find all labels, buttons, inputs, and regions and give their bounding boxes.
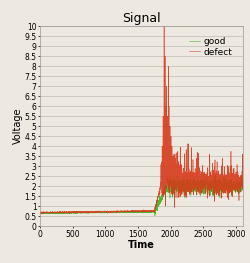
good <box>102 211 105 214</box>
Line: good: good <box>40 175 242 216</box>
defect <box>241 187 244 190</box>
defect <box>162 25 166 28</box>
good <box>222 185 225 188</box>
Legend: good, defect: good, defect <box>190 37 232 57</box>
Line: defect: defect <box>40 26 242 213</box>
good <box>170 189 172 192</box>
good <box>154 214 156 218</box>
defect <box>172 180 175 184</box>
good <box>235 181 238 185</box>
good <box>84 211 86 214</box>
defect <box>170 162 172 165</box>
Y-axis label: Voltage: Voltage <box>13 108 23 144</box>
defect <box>222 175 225 178</box>
good <box>241 188 244 191</box>
X-axis label: Time: Time <box>128 240 155 250</box>
defect <box>38 210 42 214</box>
good <box>172 179 175 182</box>
defect <box>235 180 238 184</box>
defect <box>40 212 43 215</box>
good <box>38 211 42 214</box>
Title: Signal: Signal <box>122 12 160 25</box>
defect <box>102 210 105 213</box>
defect <box>84 211 86 214</box>
good <box>214 174 217 177</box>
